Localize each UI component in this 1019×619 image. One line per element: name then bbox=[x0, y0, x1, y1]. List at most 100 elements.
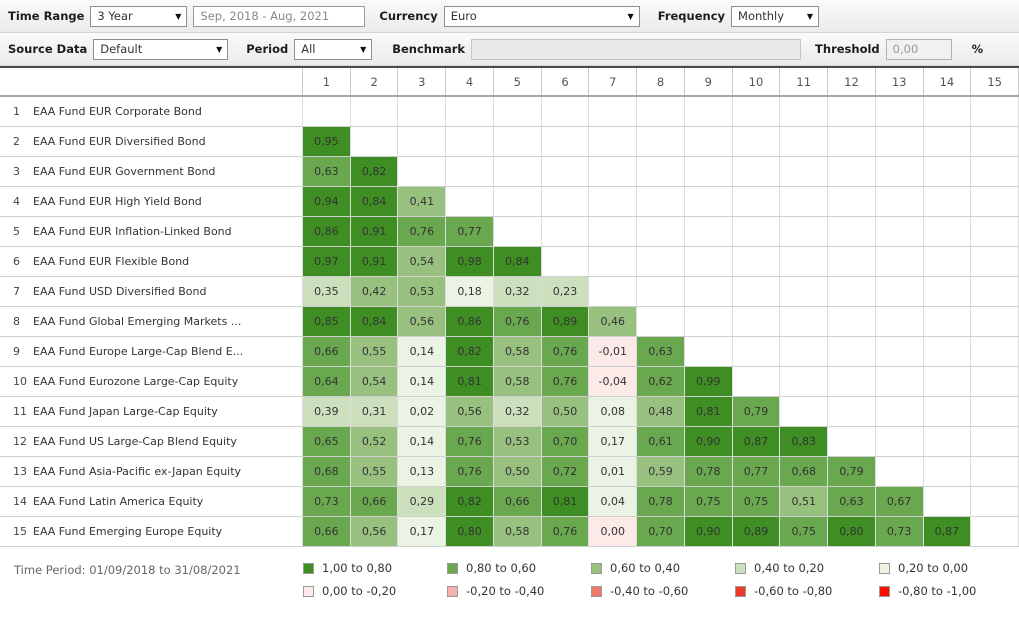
correlation-cell: 0,00 bbox=[588, 517, 637, 546]
correlation-cell: 0,99 bbox=[683, 367, 732, 396]
row-label: 12 EAA Fund US Large-Cap Blend Equity bbox=[0, 427, 302, 456]
correlation-cell bbox=[588, 217, 636, 246]
time-range-select[interactable]: 3 Year ▼ bbox=[90, 5, 188, 27]
legend-item: 0,60 to 0,40 bbox=[591, 561, 735, 575]
row-number: 1 bbox=[13, 105, 20, 118]
legend-swatch bbox=[447, 585, 458, 597]
correlation-cell bbox=[492, 127, 541, 156]
correlation-cell bbox=[970, 157, 1019, 186]
currency-select[interactable]: Euro ▼ bbox=[443, 5, 640, 27]
correlation-cell bbox=[922, 157, 971, 186]
row-number: 10 bbox=[13, 375, 27, 388]
correlation-cell bbox=[779, 337, 827, 366]
correlation-cell bbox=[922, 337, 971, 366]
legend-swatch bbox=[735, 585, 746, 597]
column-header: 14 bbox=[922, 68, 971, 95]
correlation-cell: 0,90 bbox=[683, 427, 732, 456]
column-header: 13 bbox=[874, 68, 923, 95]
column-header: 10 bbox=[731, 68, 780, 95]
legend-label: -0,60 to -0,80 bbox=[754, 584, 833, 598]
correlation-cell: 0,41 bbox=[397, 187, 446, 216]
correlation-cell bbox=[970, 187, 1019, 216]
legend-label: 0,00 to -0,20 bbox=[322, 584, 397, 598]
correlation-cell: 0,82 bbox=[445, 487, 493, 516]
correlation-cell bbox=[874, 337, 923, 366]
source-data-value: Default bbox=[100, 42, 143, 56]
correlation-cell: 0,86 bbox=[302, 217, 350, 246]
table-row: 9 EAA Fund Europe Large-Cap Blend E... 0,6… bbox=[0, 337, 1019, 367]
correlation-cell bbox=[540, 187, 589, 216]
correlation-cell: 0,75 bbox=[683, 487, 732, 516]
frequency-select[interactable]: Monthly ▼ bbox=[731, 5, 820, 27]
row-label: 11 EAA Fund Japan Large-Cap Equity bbox=[0, 397, 302, 426]
correlation-cell bbox=[827, 217, 875, 246]
correlation-cell: 0,63 bbox=[302, 157, 350, 186]
correlation-cell bbox=[731, 247, 780, 276]
correlation-cell bbox=[683, 307, 732, 336]
correlation-cell bbox=[683, 337, 732, 366]
table-row: 10 EAA Fund Eurozone Large-Cap Equity 0,64… bbox=[0, 367, 1019, 397]
fund-name: EAA Fund EUR Flexible Bond bbox=[33, 255, 190, 268]
row-number: 8 bbox=[13, 315, 20, 328]
fund-name: EAA Fund Japan Large-Cap Equity bbox=[33, 405, 218, 418]
row-number: 5 bbox=[13, 225, 20, 238]
correlation-cell: 0,14 bbox=[397, 427, 446, 456]
correlation-cell bbox=[779, 247, 827, 276]
correlation-cell: 0,77 bbox=[731, 457, 780, 486]
correlation-cell: 0,59 bbox=[636, 457, 684, 486]
correlation-cell bbox=[874, 247, 923, 276]
row-cells: 0,66 0,56 0,17 0,80 0,58 0,76 0,00 0,70 0,90 0,89… bbox=[302, 517, 1019, 546]
correlation-cell: 0,66 bbox=[302, 337, 350, 366]
correlation-cell bbox=[588, 277, 636, 306]
correlation-cell: 0,73 bbox=[302, 487, 350, 516]
legend-label: 1,00 to 0,80 bbox=[322, 561, 393, 575]
correlation-cell bbox=[492, 157, 541, 186]
correlation-cell: 0,58 bbox=[492, 367, 541, 396]
correlation-cell: 0,73 bbox=[874, 517, 923, 546]
correlation-cell bbox=[779, 307, 827, 336]
source-data-select[interactable]: Default ▼ bbox=[93, 38, 229, 60]
correlation-cell: 0,42 bbox=[349, 277, 398, 306]
row-label: 1 EAA Fund EUR Corporate Bond bbox=[0, 97, 302, 126]
legend-item: -0,80 to -1,00 bbox=[879, 584, 1019, 598]
correlation-cell: 0,39 bbox=[302, 397, 350, 426]
row-label: 4 EAA Fund EUR High Yield Bond bbox=[0, 187, 302, 216]
row-label: 5 EAA Fund EUR Inflation-Linked Bond bbox=[0, 217, 302, 246]
correlation-cell: 0,54 bbox=[397, 247, 446, 276]
correlation-cell: 0,65 bbox=[302, 427, 350, 456]
correlation-cell: 0,32 bbox=[492, 277, 541, 306]
correlation-cell bbox=[731, 157, 780, 186]
column-header: 3 bbox=[397, 68, 445, 95]
correlation-cell bbox=[445, 187, 493, 216]
threshold-input[interactable]: 0,00 bbox=[885, 38, 952, 60]
correlation-cell bbox=[731, 277, 780, 306]
benchmark-label: Benchmark bbox=[392, 42, 466, 56]
correlation-cell: 0,79 bbox=[827, 457, 875, 486]
correlation-cell: 0,76 bbox=[397, 217, 446, 246]
correlation-cell bbox=[874, 457, 923, 486]
row-label: 7 EAA Fund USD Diversified Bond bbox=[0, 277, 302, 306]
correlation-cell bbox=[540, 157, 589, 186]
period-select[interactable]: All ▼ bbox=[294, 38, 373, 60]
correlation-cell: 0,89 bbox=[540, 307, 589, 336]
correlation-cell: 0,84 bbox=[492, 247, 541, 276]
toolbar-row-1: Time Range 3 Year ▼ Sep, 2018 - Aug, 202… bbox=[0, 0, 1019, 33]
column-header: 7 bbox=[588, 68, 636, 95]
correlation-cell bbox=[683, 217, 732, 246]
correlation-cell bbox=[827, 127, 875, 156]
row-label: 2 EAA Fund EUR Diversified Bond bbox=[0, 127, 302, 156]
correlation-cell: 0,91 bbox=[349, 247, 398, 276]
correlation-cell: 0,97 bbox=[302, 247, 350, 276]
correlation-cell bbox=[540, 247, 589, 276]
row-label: 8 EAA Fund Global Emerging Markets ... bbox=[0, 307, 302, 336]
correlation-cell bbox=[827, 247, 875, 276]
correlation-cell: 0,91 bbox=[349, 217, 398, 246]
correlation-cell: 0,66 bbox=[492, 487, 541, 516]
correlation-cell bbox=[970, 337, 1019, 366]
benchmark-input[interactable] bbox=[471, 38, 802, 60]
table-top-border bbox=[0, 66, 1019, 68]
correlation-cell bbox=[636, 307, 684, 336]
correlation-cell: 0,82 bbox=[445, 337, 493, 366]
date-range-input[interactable]: Sep, 2018 - Aug, 2021 bbox=[193, 5, 366, 27]
table-row: 5 EAA Fund EUR Inflation-Linked Bond 0,86 0… bbox=[0, 217, 1019, 247]
